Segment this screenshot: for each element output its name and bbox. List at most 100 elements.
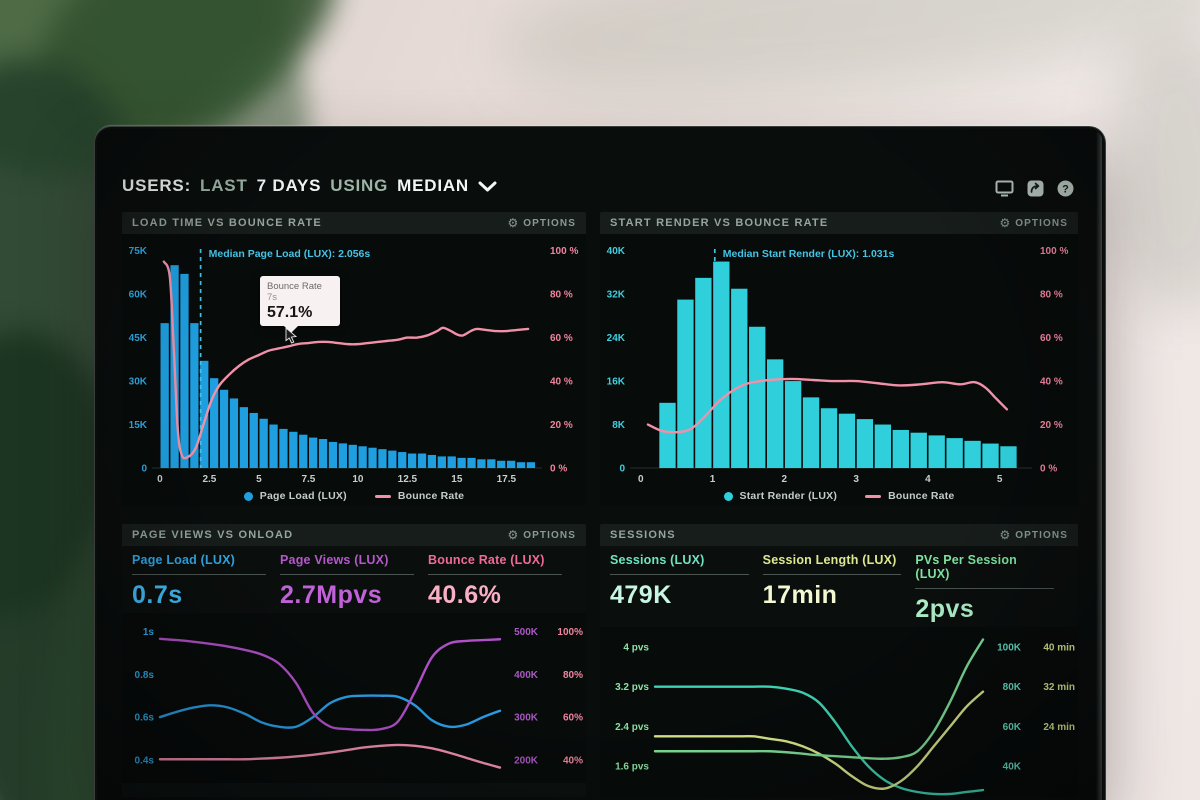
axis-tick-label: 3 xyxy=(853,474,859,485)
histogram-bar[interactable] xyxy=(229,398,239,468)
histogram-bar[interactable] xyxy=(838,413,856,468)
histogram-bar[interactable] xyxy=(308,437,318,468)
histogram-bar[interactable] xyxy=(190,323,199,468)
histogram-bar[interactable] xyxy=(180,273,189,468)
histogram-bar[interactable] xyxy=(928,435,945,468)
page-views-onload-chart[interactable]: 1s 0.8s 0.6s 0.4s 500K 400K 300K 200K 100% 80% 60%… xyxy=(122,613,586,783)
series-line[interactable] xyxy=(158,743,502,769)
histogram-bar[interactable] xyxy=(713,261,730,468)
histogram-bar[interactable] xyxy=(447,456,456,468)
histogram-bar[interactable] xyxy=(160,323,169,468)
histogram-bar[interactable] xyxy=(338,443,347,468)
histogram-bar[interactable] xyxy=(820,408,838,468)
axis-tick-label: 80 % xyxy=(1040,290,1063,301)
start-render-chart[interactable]: 40K 32K 24K 16K 8K 0 100 % 80 % 60 % 40 % 20 % 0 % 0… xyxy=(600,234,1078,486)
axis-tick-label: 80% xyxy=(563,670,583,681)
histogram-bar[interactable] xyxy=(219,389,229,468)
histogram-bar[interactable] xyxy=(467,457,476,468)
histogram-bar[interactable] xyxy=(200,360,209,468)
histogram-bar[interactable] xyxy=(388,450,397,468)
series-line[interactable] xyxy=(158,637,502,732)
histogram-bar[interactable] xyxy=(477,459,486,468)
histogram-bar[interactable] xyxy=(299,434,308,468)
bounce-rate-line[interactable] xyxy=(646,377,1009,434)
histogram-bar[interactable] xyxy=(427,454,437,468)
sessions-chart[interactable]: 4 pvs 3.2 pvs 2.4 pvs 1.6 pvs 100K 80K 60K 40K 4… xyxy=(600,627,1078,797)
histogram-bar[interactable] xyxy=(239,407,249,468)
histogram-bar[interactable] xyxy=(348,444,357,468)
histogram-bar[interactable] xyxy=(1000,446,1017,468)
histogram-bar[interactable] xyxy=(368,447,377,468)
options-button[interactable]: ⚙ OPTIONS xyxy=(507,528,576,542)
histogram-bar[interactable] xyxy=(695,277,712,468)
histogram-bar[interactable] xyxy=(259,418,268,468)
legend-item-bounce-rate[interactable]: Bounce Rate xyxy=(865,490,954,502)
histogram-bar[interactable] xyxy=(289,431,298,468)
options-button[interactable]: ⚙ OPTIONS xyxy=(999,528,1068,542)
title-segment: USERS: xyxy=(122,176,192,195)
series-line[interactable] xyxy=(653,685,985,796)
histogram-bar[interactable] xyxy=(784,381,802,468)
histogram-bar[interactable] xyxy=(378,449,387,468)
users-range-dropdown[interactable]: USERS: LAST 7 DAYS USING MEDIAN xyxy=(122,176,497,196)
histogram-bar[interactable] xyxy=(279,428,288,468)
histogram-bar[interactable] xyxy=(210,378,219,468)
histogram-bar[interactable] xyxy=(766,359,784,468)
axis-tick-label: 2 xyxy=(782,474,788,485)
options-button[interactable]: ⚙ OPTIONS xyxy=(999,216,1068,230)
series-line[interactable] xyxy=(653,690,985,790)
histogram-bar[interactable] xyxy=(487,459,496,468)
axis-tick-label: 15 xyxy=(451,474,463,485)
series-line[interactable] xyxy=(158,694,502,729)
histogram-bar[interactable] xyxy=(417,453,427,468)
histogram-bar[interactable] xyxy=(318,439,328,468)
panel-title: LOAD TIME VS BOUNCE RATE xyxy=(132,217,322,229)
histogram-bar[interactable] xyxy=(802,397,820,468)
histogram-bar[interactable] xyxy=(457,457,466,468)
axis-tick-label: 40 % xyxy=(550,377,573,388)
title-segment: USING xyxy=(330,176,389,195)
histogram-bar[interactable] xyxy=(964,440,981,468)
histogram-bar[interactable] xyxy=(749,326,766,468)
histogram-bar[interactable] xyxy=(659,402,676,468)
histogram-bar[interactable] xyxy=(506,460,516,468)
series-line[interactable] xyxy=(653,638,985,760)
options-button[interactable]: ⚙ OPTIONS xyxy=(507,216,576,230)
legend-item-bounce-rate[interactable]: Bounce Rate xyxy=(374,490,464,502)
histogram-bar[interactable] xyxy=(874,424,892,468)
histogram-bar[interactable] xyxy=(982,443,999,468)
histogram-bar[interactable] xyxy=(946,438,963,468)
histogram-bar[interactable] xyxy=(892,429,909,468)
histogram-bar[interactable] xyxy=(526,462,536,468)
axis-tick-label: 24 min xyxy=(1043,722,1075,733)
histogram-bar[interactable] xyxy=(249,412,258,468)
histogram-bar[interactable] xyxy=(398,452,407,468)
histogram-bar[interactable] xyxy=(328,441,338,468)
axis-tick-label: 17.5 xyxy=(497,474,517,485)
histogram-bar[interactable] xyxy=(437,456,446,468)
axis-tick-label: Median Page Load (LUX): 2.056s xyxy=(209,248,371,260)
gear-icon: ⚙ xyxy=(999,216,1011,230)
load-time-chart[interactable]: 75K 60K 45K 30K 15K 0 100 % 80 % 60 % 40 % 20 % 0 %… xyxy=(122,234,586,486)
histogram-bar[interactable] xyxy=(358,446,367,468)
histogram-bar[interactable] xyxy=(910,432,927,468)
axis-tick-label: 5 xyxy=(997,474,1003,485)
help-button[interactable]: ? xyxy=(1057,180,1074,197)
histogram-bar[interactable] xyxy=(731,288,748,468)
mouse-cursor xyxy=(285,328,298,344)
share-button[interactable] xyxy=(1027,180,1044,197)
axis-tick-label: 500K xyxy=(514,627,539,638)
stat-underline xyxy=(610,574,749,575)
display-button[interactable] xyxy=(995,180,1014,197)
histogram-bar[interactable] xyxy=(856,419,874,468)
bounce-rate-line[interactable] xyxy=(162,260,530,460)
axis-tick-label: 40 % xyxy=(1040,377,1063,388)
histogram-bar[interactable] xyxy=(407,453,417,468)
legend-item-start-render[interactable]: Start Render (LUX) xyxy=(723,490,838,502)
histogram-bar[interactable] xyxy=(269,424,278,468)
legend-item-page-load[interactable]: Page Load (LUX) xyxy=(243,490,347,502)
histogram-bar[interactable] xyxy=(516,462,526,468)
histogram-bar[interactable] xyxy=(497,460,506,468)
histogram-bar[interactable] xyxy=(677,299,694,468)
axis-tick-label: 30K xyxy=(129,377,148,388)
